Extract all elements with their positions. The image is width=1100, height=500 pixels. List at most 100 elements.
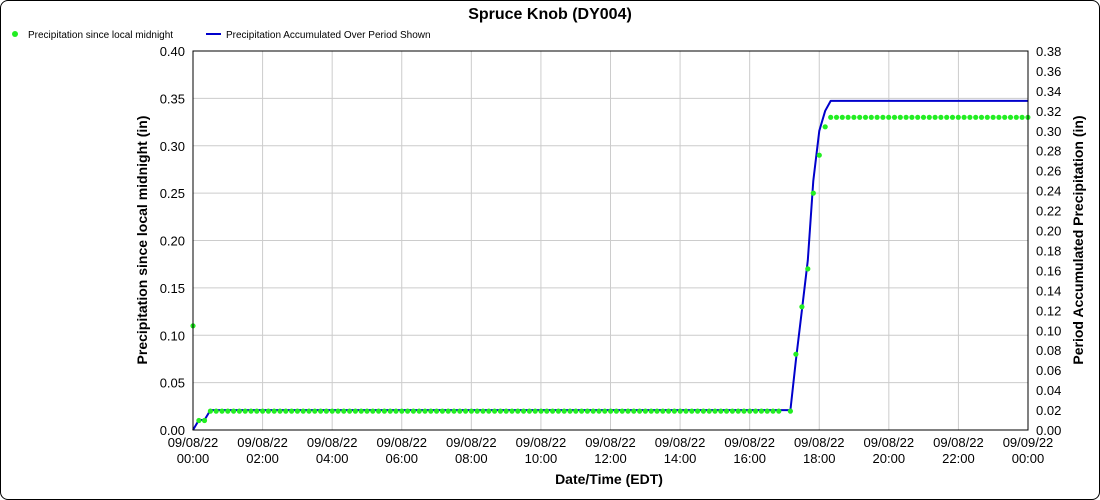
- x-tick-date: 09/08/22: [864, 435, 915, 450]
- marker-point: [944, 114, 950, 120]
- x-tick-date: 09/08/22: [516, 435, 567, 450]
- marker-point: [405, 408, 411, 414]
- series-precip-since-midnight: [190, 114, 1031, 424]
- marker-point: [648, 408, 654, 414]
- marker-point: [399, 408, 405, 414]
- marker-point: [213, 408, 219, 414]
- marker-point: [805, 266, 811, 272]
- marker-point: [642, 408, 649, 414]
- marker-point: [608, 408, 614, 414]
- marker-point: [967, 114, 973, 120]
- marker-point: [248, 408, 254, 414]
- marker-point: [254, 408, 260, 414]
- grid: [192, 50, 1029, 431]
- marker-point: [978, 114, 985, 120]
- marker-point: [602, 408, 608, 414]
- marker-point: [364, 408, 370, 414]
- marker-point: [637, 408, 643, 414]
- marker-point: [219, 408, 225, 414]
- marker-point: [579, 408, 585, 414]
- marker-point: [538, 408, 544, 414]
- marker-point: [851, 114, 857, 120]
- x-tick-date: 09/08/22: [655, 435, 706, 450]
- marker-point: [984, 114, 990, 120]
- marker-point: [532, 408, 538, 414]
- x-tick-time: 00:00: [1012, 451, 1045, 466]
- x-tick-time: 02:00: [246, 451, 279, 466]
- marker-point: [410, 408, 416, 414]
- marker-point: [561, 408, 567, 414]
- right-axis-ticks: 0.00 0.02 0.04 0.06 0.08 0.10 0.12 0.14 0.16 0.18…: [1036, 44, 1061, 438]
- x-tick-time: 10:00: [525, 451, 558, 466]
- marker-point: [961, 114, 967, 120]
- marker-point: [445, 408, 451, 414]
- marker-point: [225, 408, 231, 414]
- left-axis-label: Precipitation since local midnight (in): [134, 116, 150, 365]
- marker-point: [874, 114, 880, 120]
- x-axis-ticks: 09/08/2200:0009/08/2202:0009/08/2204:000…: [168, 435, 1054, 466]
- axes: [192, 50, 1029, 431]
- marker-point: [370, 408, 376, 414]
- marker-point: [712, 408, 718, 414]
- marker-point: [833, 114, 840, 120]
- right-tick-label: 0.12: [1036, 303, 1061, 318]
- left-tick-label: 0.40: [160, 44, 185, 59]
- left-tick-label: 0.10: [160, 328, 185, 343]
- marker-point: [294, 408, 300, 414]
- marker-point: [695, 408, 701, 414]
- marker-point: [521, 408, 527, 414]
- marker-point: [468, 408, 474, 414]
- right-tick-label: 0.16: [1036, 263, 1061, 278]
- left-tick-label: 0.35: [160, 91, 185, 106]
- marker-point: [631, 408, 637, 414]
- marker-point: [891, 114, 898, 120]
- marker-point: [312, 408, 318, 414]
- marker-point: [567, 408, 573, 414]
- marker-point: [347, 408, 353, 414]
- marker-point: [880, 114, 886, 120]
- right-tick-label: 0.34: [1036, 84, 1061, 99]
- marker-point: [376, 408, 382, 414]
- marker-point: [201, 417, 208, 424]
- marker-point: [689, 408, 695, 414]
- x-tick-time: 22:00: [942, 451, 975, 466]
- marker-point: [387, 408, 393, 414]
- right-tick-label: 0.10: [1036, 323, 1061, 338]
- right-tick-label: 0.30: [1036, 124, 1061, 139]
- x-tick-date: 09/08/22: [376, 435, 427, 450]
- marker-point: [932, 114, 938, 120]
- right-tick-label: 0.00: [1036, 423, 1061, 438]
- marker-point: [729, 408, 736, 414]
- x-tick-time: 20:00: [873, 451, 906, 466]
- right-tick-label: 0.18: [1036, 243, 1061, 258]
- marker-point: [329, 408, 335, 414]
- marker-point: [277, 408, 283, 414]
- right-axis-label: Period Accumulated Precipitation (in): [1070, 115, 1086, 364]
- marker-point: [207, 408, 213, 414]
- marker-point: [776, 408, 782, 414]
- right-tick-label: 0.38: [1036, 44, 1061, 59]
- marker-point: [920, 114, 927, 120]
- marker-point: [845, 114, 851, 120]
- right-tick-label: 0.04: [1036, 383, 1061, 398]
- marker-point: [724, 408, 730, 414]
- marker-point: [573, 408, 579, 414]
- left-tick-label: 0.30: [160, 139, 185, 154]
- marker-point: [990, 114, 996, 120]
- x-tick-time: 00:00: [177, 451, 210, 466]
- x-tick-time: 06:00: [385, 451, 418, 466]
- marker-point: [335, 408, 341, 414]
- marker-point: [753, 408, 759, 414]
- marker-point: [416, 408, 422, 414]
- left-tick-label: 0.20: [160, 234, 185, 249]
- marker-point: [613, 408, 620, 414]
- legend: Precipitation since local midnight Preci…: [12, 30, 431, 41]
- right-tick-label: 0.36: [1036, 64, 1061, 79]
- plot-border: [192, 50, 1029, 431]
- left-tick-label: 0.15: [160, 281, 185, 296]
- marker-point: [996, 114, 1002, 120]
- x-tick-time: 08:00: [455, 451, 488, 466]
- x-tick-date: 09/08/22: [933, 435, 984, 450]
- x-axis-label: Date/Time (EDT): [555, 471, 663, 487]
- marker-point: [526, 408, 533, 414]
